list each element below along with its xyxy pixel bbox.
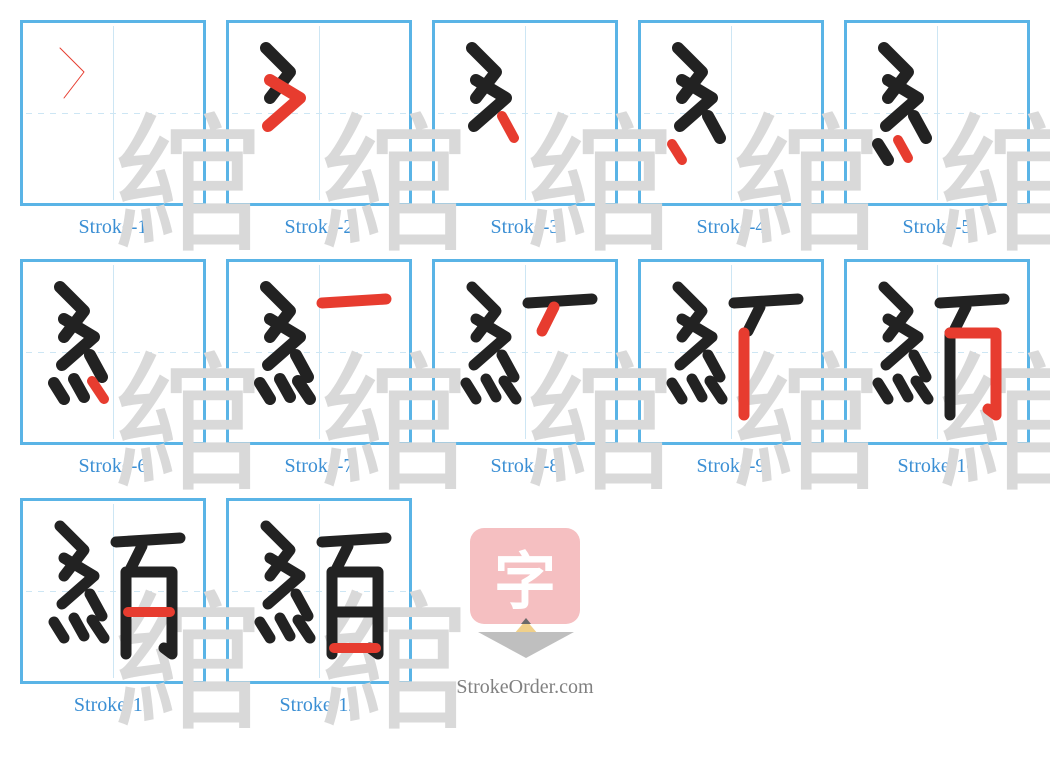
ghost-glyph: 綰 [319,113,469,263]
ghost-glyph: 綰 [525,113,675,263]
ghost-glyph: 綰 [731,113,881,263]
ghost-glyph: 綰 [113,113,263,263]
ghost-glyph: 綰 [525,352,675,502]
ghost-glyph: 綰 [113,591,263,741]
ghost-glyph: 綰 [319,591,469,741]
pencil-icon [460,618,590,658]
ghost-glyph: 綰 [113,352,263,502]
stroke-grid: 綰 Stroke-1 綰 Stroke-2 綰 [20,20,1030,717]
stroke-tile: 綰 [20,20,206,206]
stroke-cell-1: 綰 Stroke-1 [20,20,206,239]
ghost-glyph: 綰 [731,352,881,502]
stroke-cell-6: 綰 Stroke-6 [20,259,206,478]
stroke-tile: 綰 [20,498,206,684]
ghost-glyph: 綰 [937,113,1050,263]
stroke-cell-11: 綰 Stroke-11 [20,498,206,717]
logo-caption: StrokeOrder.com [456,676,593,699]
stroke-tile: 綰 [20,259,206,445]
logo-badge: 字 [470,528,580,624]
logo-character: 字 [494,531,556,621]
ghost-glyph: 綰 [937,352,1050,502]
ghost-glyph: 綰 [319,352,469,502]
